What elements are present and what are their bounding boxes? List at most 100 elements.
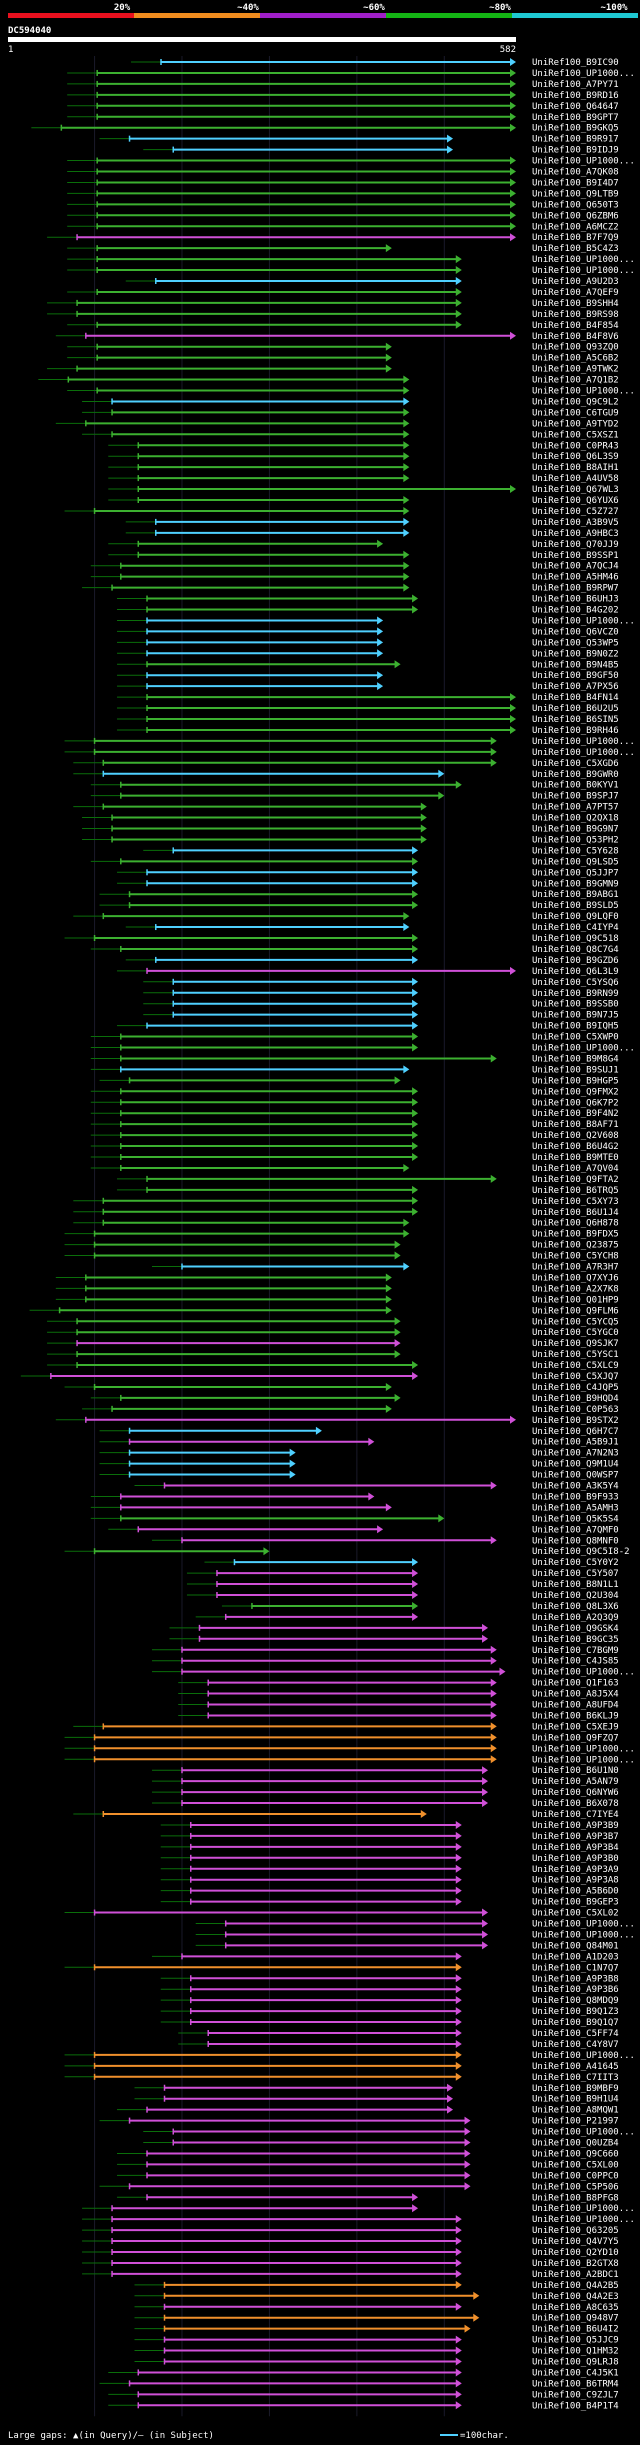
hit-row[interactable]: UniRef100_Q9C9L2 [82,397,619,407]
hit-label[interactable]: UniRef100_Q9SJK7 [532,1339,619,1349]
hit-row[interactable]: UniRef100_P21997 [99,2116,619,2127]
hit-label[interactable]: UniRef100_B9STX2 [532,1416,619,1426]
hit-row[interactable]: UniRef100_B9MBF9 [134,2083,619,2094]
hit-label[interactable]: UniRef100_C5YGC0 [532,1328,619,1338]
hit-label[interactable]: UniRef100_B8AF71 [532,1120,619,1130]
hit-row[interactable]: UniRef100_Q4A2E3 [134,2291,619,2302]
hit-row[interactable]: UniRef100_Q5JJP7 [117,868,619,878]
hit-row[interactable]: UniRef100_A9TYD2 [55,419,619,429]
hit-row[interactable]: UniRef100_Q01HP9 [55,1295,619,1305]
hit-row[interactable]: UniRef100_UP1000... [82,2204,635,2214]
hit-row[interactable]: UniRef100_C5XEJ9 [73,1722,619,1732]
hit-row[interactable]: UniRef100_C5YSC1 [47,1350,619,1360]
hit-label[interactable]: UniRef100_Q9M1U4 [532,1460,619,1470]
hit-label[interactable]: UniRef100_Q948V7 [532,2314,619,2324]
hit-label[interactable]: UniRef100_B6U1J4 [532,1208,619,1218]
hit-label[interactable]: UniRef100_A8UFD4 [532,1701,619,1711]
hit-label[interactable]: UniRef100_B2GTX8 [532,2259,619,2269]
hit-row[interactable]: UniRef100_B6KLJ9 [178,1711,619,1721]
hit-row[interactable]: UniRef100_Q9FMX2 [90,1087,619,1097]
hit-label[interactable]: UniRef100_UP1000... [532,1920,635,1930]
hit-row[interactable]: UniRef100_Q9M1U4 [99,1459,619,1470]
hit-row[interactable]: UniRef100_B9IDJ9 [143,145,619,156]
hit-label[interactable]: UniRef100_UP1000... [532,1930,635,1940]
hit-label[interactable]: UniRef100_C5Z727 [532,507,619,517]
hit-row[interactable]: UniRef100_B9FDX5 [64,1229,619,1240]
hit-label[interactable]: UniRef100_B6U2U5 [532,704,619,714]
hit-label[interactable]: UniRef100_A5B6D0 [532,1887,619,1897]
hit-label[interactable]: UniRef100_Q64647 [532,102,619,112]
hit-row[interactable]: UniRef100_Q2YD10 [82,2248,619,2258]
hit-label[interactable]: UniRef100_B9IC90 [532,58,619,68]
hit-row[interactable]: UniRef100_UP1000... [67,68,635,79]
hit-label[interactable]: UniRef100_B6X078 [532,1799,619,1809]
hit-label[interactable]: UniRef100_A9TYD2 [532,419,619,429]
hit-row[interactable]: UniRef100_B9SUJ1 [90,1065,619,1075]
hit-row[interactable]: UniRef100_C6TGU9 [82,408,619,418]
hit-row[interactable]: UniRef100_B2GTX8 [82,2258,619,2269]
hit-label[interactable]: UniRef100_C5YCQ5 [532,1317,619,1327]
hit-row[interactable]: UniRef100_C5XJQ7 [20,1372,619,1382]
hit-row[interactable]: UniRef100_B9GMN9 [117,879,619,889]
hit-label[interactable]: UniRef100_B9F933 [532,1492,619,1502]
hit-row[interactable]: UniRef100_A7QK08 [67,167,619,178]
hit-label[interactable]: UniRef100_A2BDC1 [532,2270,619,2280]
hit-label[interactable]: UniRef100_UP1000... [532,255,635,265]
hit-row[interactable]: UniRef100_A6MCZ2 [67,222,619,232]
hit-label[interactable]: UniRef100_A7PX56 [532,682,619,692]
hit-label[interactable]: UniRef100_C5Y507 [532,1569,619,1579]
hit-row[interactable]: UniRef100_A8C635 [134,2302,619,2313]
hit-row[interactable]: UniRef100_B9GWR0 [73,769,619,780]
hit-row[interactable]: UniRef100_B9RPW7 [82,583,619,594]
hit-label[interactable]: UniRef100_Q8L3X6 [532,1602,619,1612]
hit-row[interactable]: UniRef100_Q5K5S4 [90,1514,619,1524]
hit-label[interactable]: UniRef100_C6TGU9 [532,408,619,418]
hit-label[interactable]: UniRef100_A7Q1B2 [532,376,619,386]
hit-row[interactable]: UniRef100_A7PT57 [73,802,619,813]
hit-row[interactable]: UniRef100_UP1000... [67,386,635,397]
hit-row[interactable]: UniRef100_B4FN14 [117,693,619,703]
hit-row[interactable]: UniRef100_B6U4G2 [90,1142,619,1152]
hit-label[interactable]: UniRef100_C5XL02 [532,1909,619,1919]
hit-row[interactable]: UniRef100_Q0WSP7 [99,1470,619,1481]
hit-label[interactable]: UniRef100_B9HQD4 [532,1394,619,1404]
hit-row[interactable]: UniRef100_Q6H7C7 [99,1426,619,1437]
hit-row[interactable]: UniRef100_C5XSZ1 [82,430,619,440]
hit-label[interactable]: UniRef100_Q650T3 [532,200,619,210]
hit-label[interactable]: UniRef100_B6U4G2 [532,1142,619,1152]
hit-row[interactable]: UniRef100_C5XY73 [73,1196,619,1207]
hit-row[interactable]: UniRef100_Q9LSD5 [90,857,619,867]
hit-label[interactable]: UniRef100_Q9FMX2 [532,1087,619,1097]
hit-row[interactable]: UniRef100_B8AF71 [90,1120,619,1130]
hit-label[interactable]: UniRef100_A5C6B2 [532,354,619,364]
hit-label[interactable]: UniRef100_Q5JJP7 [532,868,619,878]
hit-row[interactable]: UniRef100_C5XL00 [117,2160,619,2170]
hit-row[interactable]: UniRef100_Q948V7 [134,2313,619,2324]
hit-row[interactable]: UniRef100_Q53PH2 [82,835,619,845]
hit-label[interactable]: UniRef100_A8MQW1 [532,2106,619,2116]
hit-row[interactable]: UniRef100_UP1000... [64,1755,635,1765]
hit-label[interactable]: UniRef100_B9HGP5 [532,1076,619,1086]
hit-label[interactable]: UniRef100_A7PY71 [532,80,619,90]
hit-row[interactable]: UniRef100_UP1000... [151,1667,635,1678]
hit-row[interactable]: UniRef100_C4Y8V7 [178,2039,619,2050]
hit-row[interactable]: UniRef100_B5C4Z3 [67,244,619,254]
hit-label[interactable]: UniRef100_B9SLD5 [532,901,619,911]
hit-label[interactable]: UniRef100_UP1000... [532,737,635,747]
hit-row[interactable]: UniRef100_B9GZD6 [125,955,619,966]
hit-row[interactable]: UniRef100_B9SPJ7 [90,791,619,802]
hit-label[interactable]: UniRef100_B6TRQ5 [532,1186,619,1196]
hit-row[interactable]: UniRef100_C5P506 [99,2182,619,2192]
hit-row[interactable]: UniRef100_Q8MDQ9 [160,1996,619,2006]
hit-label[interactable]: UniRef100_C4JQP5 [532,1383,619,1393]
hit-row[interactable]: UniRef100_A9P3B9 [160,1820,619,1831]
hit-label[interactable]: UniRef100_C9ZJL7 [532,2390,619,2400]
hit-label[interactable]: UniRef100_A5AN79 [532,1777,619,1787]
hit-label[interactable]: UniRef100_A1D203 [532,1952,619,1962]
hit-row[interactable]: UniRef100_C4JS85 [151,1656,619,1667]
hit-row[interactable]: UniRef100_B9ABG1 [99,890,619,900]
hit-label[interactable]: UniRef100_C4JS85 [532,1657,619,1667]
hit-row[interactable]: UniRef100_B9MTE0 [90,1153,619,1163]
hit-label[interactable]: UniRef100_Q8MDQ9 [532,1996,619,2006]
hit-label[interactable]: UniRef100_A7PT57 [532,803,619,813]
